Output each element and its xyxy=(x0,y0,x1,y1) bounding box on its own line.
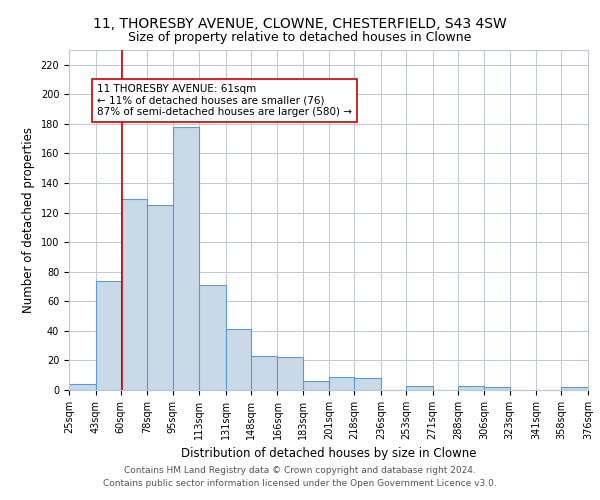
Bar xyxy=(484,387,509,390)
Text: 11 THORESBY AVENUE: 61sqm
← 11% of detached houses are smaller (76)
87% of semi-: 11 THORESBY AVENUE: 61sqm ← 11% of detac… xyxy=(97,84,352,117)
Text: Contains HM Land Registry data © Crown copyright and database right 2024.
Contai: Contains HM Land Registry data © Crown c… xyxy=(103,466,497,487)
Bar xyxy=(355,378,381,390)
Bar xyxy=(173,127,199,390)
Bar xyxy=(458,386,484,390)
Text: Size of property relative to detached houses in Clowne: Size of property relative to detached ho… xyxy=(128,31,472,44)
Bar xyxy=(562,387,588,390)
X-axis label: Distribution of detached houses by size in Clowne: Distribution of detached houses by size … xyxy=(181,448,476,460)
Bar xyxy=(69,384,95,390)
Bar xyxy=(148,205,173,390)
Bar xyxy=(251,356,277,390)
Bar xyxy=(121,200,148,390)
Bar xyxy=(95,280,121,390)
Text: 11, THORESBY AVENUE, CLOWNE, CHESTERFIELD, S43 4SW: 11, THORESBY AVENUE, CLOWNE, CHESTERFIEL… xyxy=(93,18,507,32)
Bar xyxy=(277,358,302,390)
Bar xyxy=(226,330,251,390)
Y-axis label: Number of detached properties: Number of detached properties xyxy=(22,127,35,313)
Bar xyxy=(302,381,329,390)
Bar xyxy=(406,386,433,390)
Bar xyxy=(199,285,226,390)
Bar xyxy=(329,376,355,390)
